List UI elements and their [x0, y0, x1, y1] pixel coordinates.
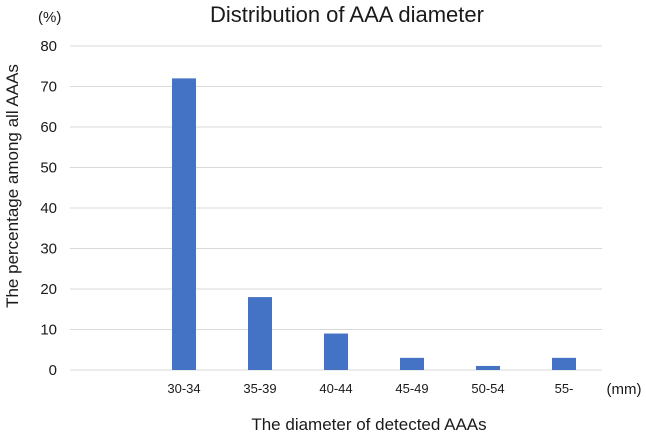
y-tick-label-10: 10: [40, 322, 57, 339]
bar-40-44: [324, 333, 348, 370]
x-tick-label-40-44: 40-44: [319, 381, 352, 396]
y-tick-label-70: 70: [40, 79, 57, 96]
chart-title: Distribution of AAA diameter: [210, 2, 484, 27]
x-axis-title: The diameter of detected AAAs: [251, 415, 486, 434]
x-tick-labels: 30-34 35-39 40-44 45-49 50-54 55-: [167, 381, 573, 396]
bar-30-34: [172, 78, 196, 371]
y-tick-label-30: 30: [40, 241, 57, 258]
gridlines: [70, 45, 602, 371]
x-axis-unit: (mm): [607, 381, 642, 398]
x-tick-label-50-54: 50-54: [471, 381, 504, 396]
x-tick-label-55-: 55-: [555, 381, 574, 396]
y-tick-label-40: 40: [40, 200, 57, 217]
y-axis-title: The percentage among all AAAs: [3, 64, 22, 308]
y-tick-label-20: 20: [40, 281, 57, 298]
y-tick-label-0: 0: [49, 362, 57, 379]
y-tick-labels: 0 10 20 30 40 50 60 70 80: [40, 38, 57, 379]
bar-35-39: [248, 297, 272, 370]
y-axis-unit: (%): [38, 9, 61, 26]
bar-45-49: [400, 357, 424, 370]
bar-50-54: [476, 365, 500, 370]
x-tick-label-30-34: 30-34: [167, 381, 200, 396]
x-tick-label-35-39: 35-39: [243, 381, 276, 396]
y-tick-label-80: 80: [40, 38, 57, 55]
y-tick-label-50: 50: [40, 160, 57, 177]
y-tick-label-60: 60: [40, 119, 57, 136]
bars: [172, 78, 576, 371]
bar-55-: [552, 357, 576, 370]
x-tick-label-45-49: 45-49: [395, 381, 428, 396]
